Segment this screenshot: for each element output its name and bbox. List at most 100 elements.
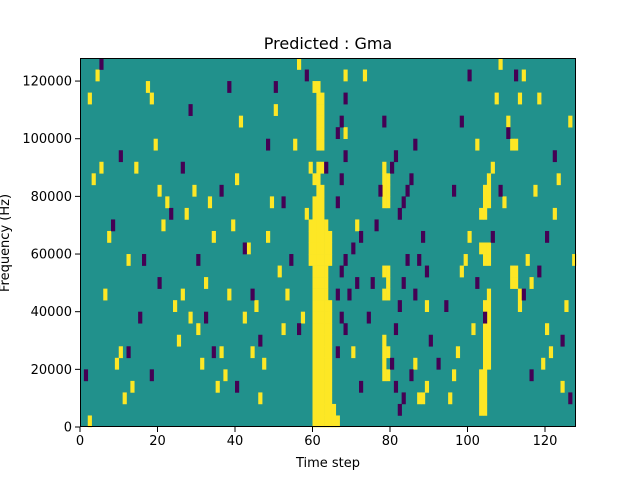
heatmap-cell <box>316 403 321 416</box>
heatmap-cell <box>386 173 391 186</box>
heatmap-cell <box>382 357 387 370</box>
heatmap-cell <box>343 127 348 140</box>
heatmap-cell <box>320 392 325 405</box>
x-axis-label: Time step <box>295 456 360 471</box>
heatmap-cell <box>118 150 123 163</box>
heatmap-cell <box>486 173 492 186</box>
plot-frame <box>80 58 576 427</box>
heatmap-cell <box>215 380 220 393</box>
heatmap-cell <box>99 58 104 70</box>
heatmap-cell <box>316 357 321 370</box>
heatmap-cell <box>308 242 313 255</box>
heatmap-cell <box>207 196 213 209</box>
heatmap-cell <box>312 265 317 278</box>
heatmap-cell <box>386 277 391 289</box>
heatmap-cell <box>506 115 511 128</box>
heatmap-cell <box>552 207 557 220</box>
heatmap-cell <box>401 196 406 209</box>
x-axis: 0 20 40 60 80 100 120 <box>76 427 557 449</box>
heatmap-cell <box>324 415 329 428</box>
heatmap-cell <box>339 173 344 186</box>
heatmap-cell <box>316 265 321 278</box>
heatmap-cell <box>486 311 492 324</box>
heatmap-cell <box>312 230 317 243</box>
heatmap-cell <box>351 242 356 255</box>
heatmap-cell <box>514 265 519 278</box>
heatmap-cell <box>312 403 317 416</box>
heatmap-cell <box>320 265 325 278</box>
heatmap-cell <box>498 184 503 197</box>
heatmap-cell <box>382 369 387 382</box>
heatmap-cell <box>560 380 565 393</box>
heatmap-cell <box>223 369 228 382</box>
heatmap-cell <box>486 300 492 312</box>
heatmap-cell <box>529 369 534 382</box>
heatmap-cell <box>483 346 488 359</box>
heatmap-cell <box>285 288 290 301</box>
heatmap-cell <box>483 254 488 266</box>
heatmap-cell <box>343 254 348 266</box>
heatmap-cell <box>211 230 216 243</box>
y-tick-label: 60000 <box>31 248 72 263</box>
heatmap-cell <box>312 207 317 220</box>
heatmap-cell <box>328 323 333 336</box>
y-tick-label: 40000 <box>31 305 72 320</box>
heatmap-cell <box>227 81 232 93</box>
heatmap-cell <box>545 230 550 243</box>
heatmap-cell <box>320 127 325 140</box>
heatmap-cell <box>316 92 321 105</box>
heatmap-cell <box>219 184 224 197</box>
heatmap-cell <box>316 219 321 232</box>
heatmap-cell <box>479 380 484 393</box>
x-tick-label: 80 <box>382 434 399 449</box>
heatmap-cell <box>490 230 495 243</box>
heatmap-cell <box>320 230 325 243</box>
heatmap-cell <box>235 380 240 393</box>
heatmap-cell <box>324 346 329 359</box>
plot-area <box>80 58 577 428</box>
heatmap-cell <box>479 369 484 382</box>
heatmap-cell <box>510 277 515 289</box>
heatmap-cell <box>320 184 325 197</box>
heatmap-cell <box>320 161 325 174</box>
heatmap-cell <box>510 138 515 151</box>
heatmap-cell <box>173 300 178 312</box>
heatmap-cell <box>335 127 340 140</box>
heatmap-cell <box>324 161 329 174</box>
heatmap-cell <box>281 196 286 209</box>
heatmap-cell <box>316 161 321 174</box>
heatmap-cell <box>328 242 333 255</box>
heatmap-cell <box>316 138 321 151</box>
heatmap-cell <box>196 254 201 266</box>
heatmap-cell <box>316 300 321 312</box>
heatmap-cell <box>308 161 313 174</box>
heatmap-cell <box>312 288 317 301</box>
heatmap-cell <box>204 311 209 324</box>
heatmap-cell <box>308 230 313 243</box>
heatmap-cell <box>316 81 321 93</box>
y-axis-label: Frequency (Hz) <box>0 194 13 292</box>
heatmap-cell <box>180 161 185 174</box>
heatmap-cell <box>521 69 526 82</box>
heatmap-cell <box>382 196 387 209</box>
heatmap-cell <box>475 138 480 151</box>
heatmap-cell <box>169 207 174 220</box>
heatmap-cell <box>339 115 344 128</box>
heatmap-cell <box>502 196 507 209</box>
heatmap-cell <box>99 161 104 174</box>
heatmap-cell <box>312 219 317 232</box>
heatmap-cell <box>397 300 402 312</box>
heatmap-cell <box>320 219 325 232</box>
heatmap-cell <box>521 288 526 301</box>
heatmap-cell <box>277 265 282 278</box>
heatmap-cell <box>320 300 325 312</box>
heatmap-cell <box>328 254 333 266</box>
heatmap-cell <box>409 369 414 382</box>
heatmap-cell <box>188 311 193 324</box>
heatmap-cell <box>401 392 406 405</box>
heatmap-cell <box>343 69 348 82</box>
heatmap-cell <box>297 323 302 336</box>
heatmap-cell <box>320 403 325 416</box>
heatmap-cell <box>312 196 317 209</box>
y-tick-label: 100000 <box>22 132 72 147</box>
